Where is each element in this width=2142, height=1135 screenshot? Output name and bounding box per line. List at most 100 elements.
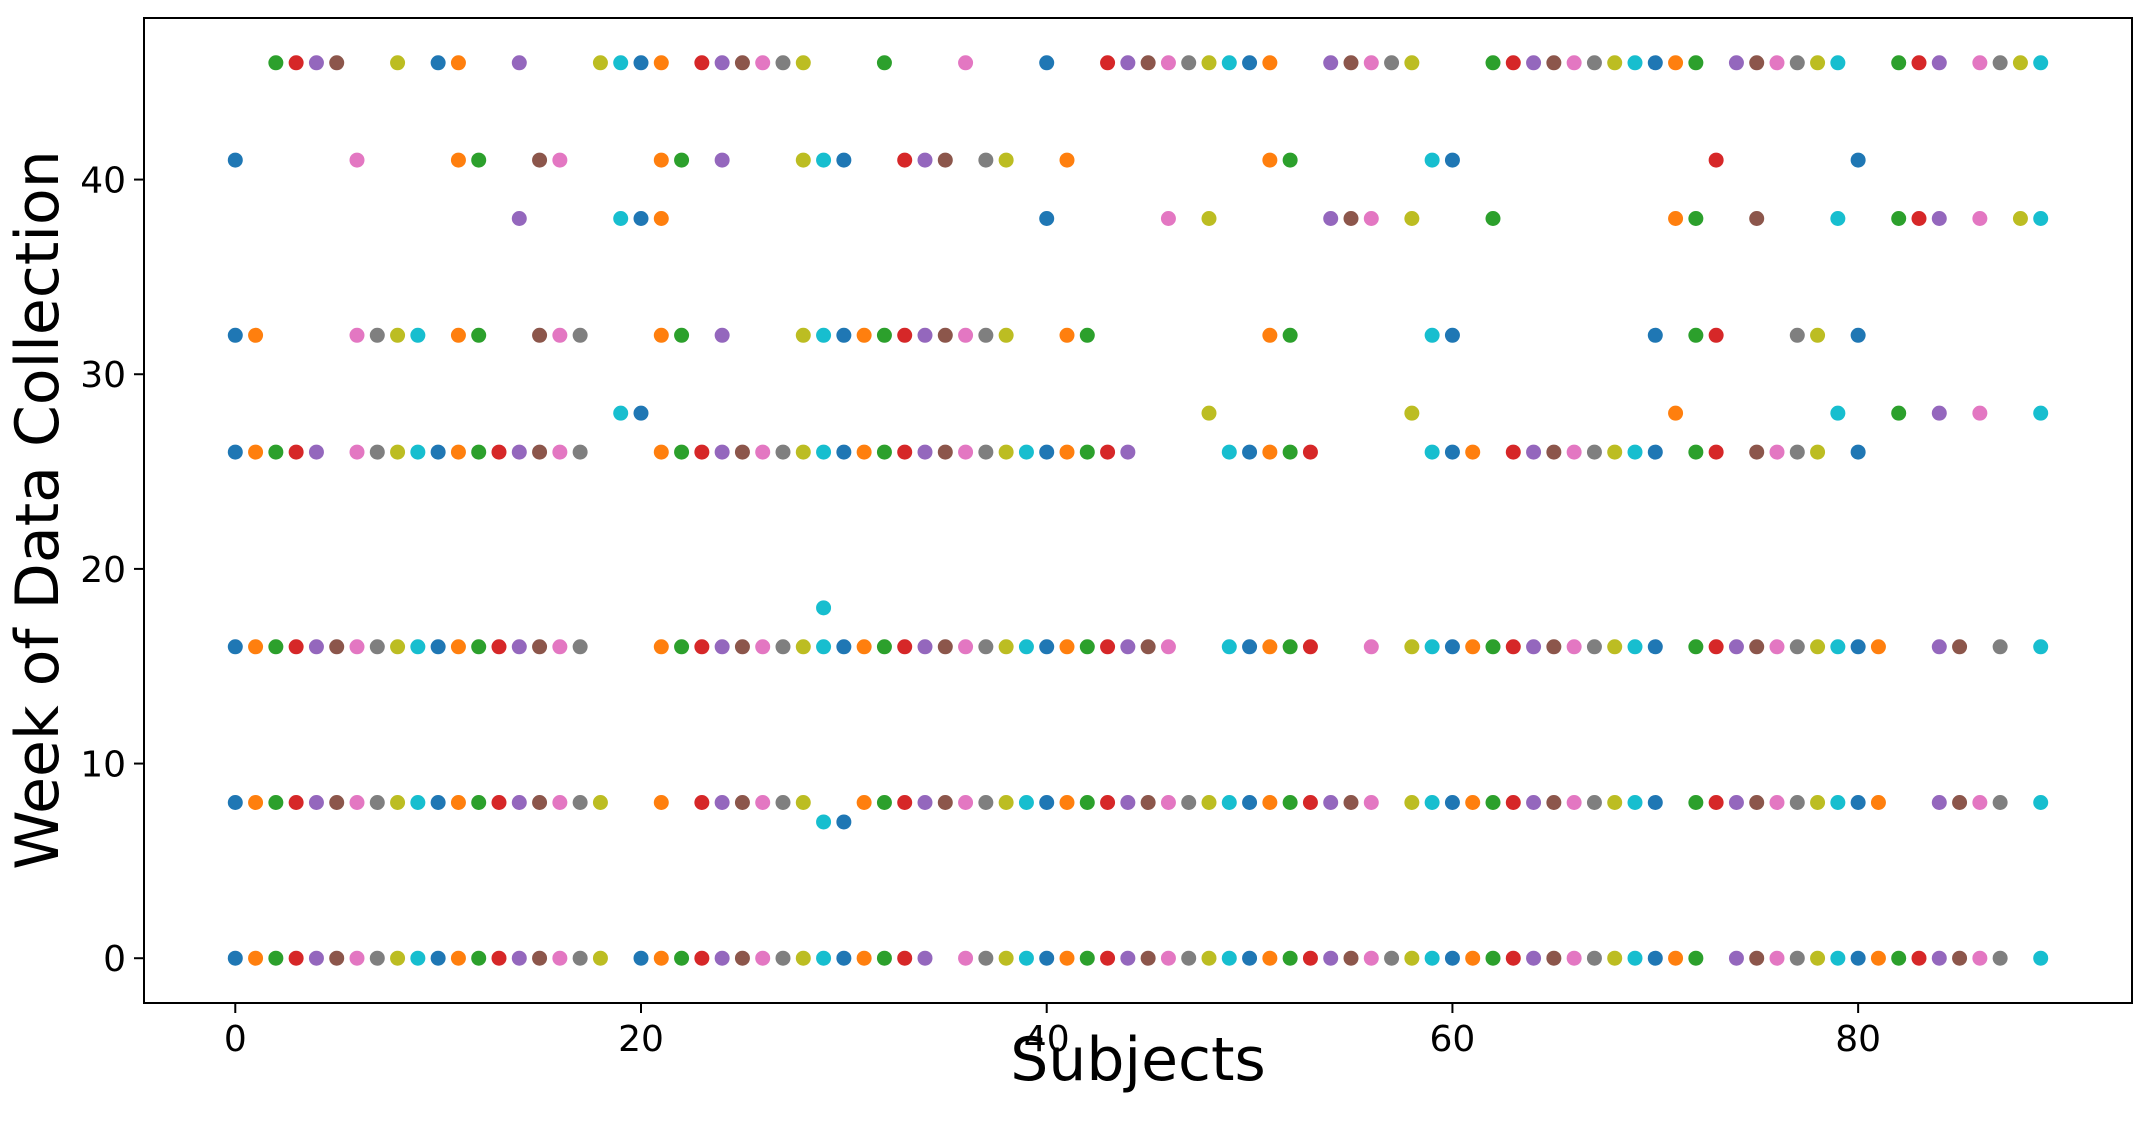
- data-point: [1059, 327, 1075, 343]
- data-point: [227, 444, 243, 460]
- data-point: [856, 639, 872, 655]
- data-point: [653, 152, 669, 168]
- y-axis: 0 10 20 30 40: [80, 161, 144, 980]
- data-point: [1181, 55, 1197, 71]
- data-point: [836, 950, 852, 966]
- data-point: [1566, 639, 1582, 655]
- data-point: [288, 55, 304, 71]
- data-point: [1627, 444, 1643, 460]
- data-point: [430, 444, 446, 460]
- data-point: [1586, 444, 1602, 460]
- data-point: [816, 639, 832, 655]
- data-point: [816, 444, 832, 460]
- data-point: [1749, 211, 1765, 226]
- data-point: [1444, 795, 1460, 810]
- data-point: [674, 950, 690, 966]
- data-point: [1931, 405, 1947, 421]
- data-point: [1668, 950, 1684, 966]
- data-point: [1140, 55, 1156, 71]
- data-point: [1972, 950, 1988, 966]
- data-point: [755, 444, 771, 460]
- data-point: [268, 444, 284, 460]
- data-point: [1952, 950, 1968, 966]
- data-point: [1749, 639, 1765, 655]
- data-point: [248, 639, 264, 655]
- data-point: [532, 950, 548, 966]
- data-point: [1120, 55, 1136, 71]
- data-point: [897, 795, 913, 810]
- data-point: [511, 795, 527, 810]
- data-point: [1647, 55, 1663, 71]
- data-point: [958, 55, 974, 71]
- data-point: [775, 795, 791, 810]
- data-point: [836, 327, 852, 343]
- data-point: [876, 639, 892, 655]
- data-point: [1668, 211, 1684, 226]
- data-point: [1363, 211, 1379, 226]
- data-point: [937, 327, 953, 343]
- data-point: [1911, 211, 1927, 226]
- data-point: [390, 444, 406, 460]
- data-point: [1992, 55, 2008, 71]
- data-point: [998, 444, 1014, 460]
- data-point: [1363, 795, 1379, 810]
- data-point: [978, 327, 994, 343]
- data-point: [1343, 211, 1359, 226]
- data-point: [2033, 950, 2049, 966]
- data-point: [1586, 639, 1602, 655]
- data-point: [329, 55, 345, 71]
- data-point: [998, 639, 1014, 655]
- data-point: [1485, 55, 1501, 71]
- data-point: [1444, 444, 1460, 460]
- data-point: [329, 950, 345, 966]
- data-point: [1850, 444, 1866, 460]
- data-point: [511, 55, 527, 71]
- data-point: [897, 327, 913, 343]
- y-axis-label: Week of Data Collection: [3, 150, 73, 869]
- data-point: [1505, 639, 1521, 655]
- data-point: [1830, 795, 1846, 810]
- data-point: [1850, 950, 1866, 966]
- data-point: [227, 327, 243, 343]
- data-point: [674, 444, 690, 460]
- data-point: [471, 327, 487, 343]
- data-point: [1282, 639, 1298, 655]
- data-point: [1688, 211, 1704, 226]
- data-point: [1688, 950, 1704, 966]
- data-point: [1931, 950, 1947, 966]
- data-point: [471, 950, 487, 966]
- data-point: [714, 639, 730, 655]
- data-point: [227, 639, 243, 655]
- data-point: [1079, 639, 1095, 655]
- data-point: [714, 444, 730, 460]
- data-point: [1201, 55, 1217, 71]
- data-point: [734, 639, 750, 655]
- data-point: [1160, 55, 1176, 71]
- data-point: [430, 795, 446, 810]
- data-point: [1810, 639, 1826, 655]
- data-point: [1688, 639, 1704, 655]
- data-point: [1262, 950, 1278, 966]
- data-point: [1546, 639, 1562, 655]
- x-axis-label: Subjects: [1010, 1025, 1266, 1095]
- data-point: [552, 152, 568, 168]
- data-point: [1708, 639, 1724, 655]
- data-point: [1708, 327, 1724, 343]
- data-point: [958, 950, 974, 966]
- data-point: [349, 795, 365, 810]
- data-point: [1708, 444, 1724, 460]
- data-point: [856, 795, 872, 810]
- data-point: [1160, 639, 1176, 655]
- data-point: [714, 795, 730, 810]
- data-point: [1749, 55, 1765, 71]
- data-point: [1384, 55, 1400, 71]
- data-point: [775, 950, 791, 966]
- data-point: [1931, 211, 1947, 226]
- data-point: [592, 950, 608, 966]
- data-point: [714, 327, 730, 343]
- data-point: [1242, 55, 1258, 71]
- data-point: [1505, 444, 1521, 460]
- data-point: [1850, 152, 1866, 168]
- y-tick-label: 30: [80, 355, 126, 396]
- data-point: [1100, 950, 1116, 966]
